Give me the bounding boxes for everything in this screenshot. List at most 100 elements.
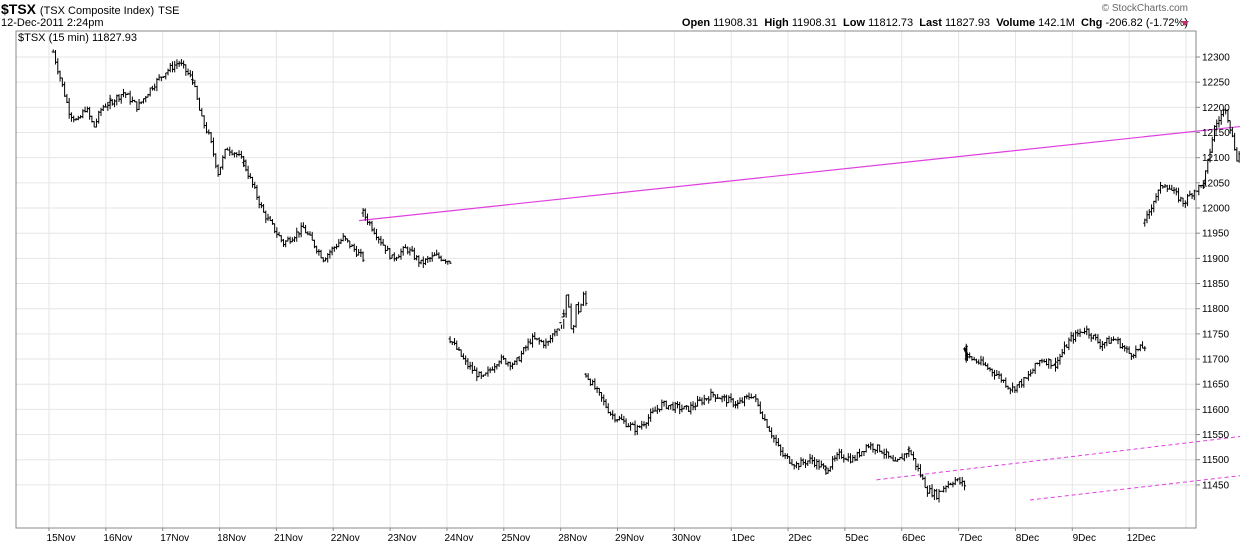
ohlc-bar	[279, 235, 283, 243]
chart-datetime: 12-Dec-2011 2:24pm	[1, 17, 104, 29]
ohlc-bar	[963, 480, 967, 491]
ohlc-bar	[1116, 336, 1120, 345]
ohlc-bar	[531, 333, 535, 348]
ohlc-bar	[702, 394, 706, 406]
ohlc-bar	[893, 456, 897, 462]
ohlc-bar	[1217, 116, 1221, 128]
ohlc-bar	[392, 252, 396, 262]
ohlc-bar	[177, 60, 181, 67]
ohlc-bar	[1159, 181, 1163, 194]
ohlc-bar	[526, 338, 530, 351]
ohlc-bar	[953, 477, 957, 485]
ohlc-bar	[1083, 327, 1087, 335]
ohlc-bar	[295, 227, 299, 242]
ohlc-bar	[1143, 346, 1147, 352]
ohlc-bar	[343, 235, 347, 241]
ohlc-bar	[1100, 340, 1104, 352]
symbol-description: (TSX Composite Index)	[39, 5, 155, 17]
ohlc-bar	[678, 401, 682, 415]
ohlc-bar	[817, 459, 821, 470]
ohlc-bar	[622, 415, 626, 424]
y-tick-label: 12200	[1202, 103, 1230, 114]
ohlc-bar	[548, 334, 552, 344]
x-tick-label: 7Dec	[959, 533, 982, 544]
ohlc-bar	[584, 290, 588, 306]
ohlc-bar	[700, 397, 704, 406]
ohlc-bar	[923, 476, 927, 489]
ohlc-bar	[426, 255, 430, 263]
x-tick-label: 12Dec	[1127, 533, 1156, 544]
last-value: 11827.93	[944, 17, 991, 29]
ohlc-bar	[727, 395, 731, 404]
ohlc-bar	[544, 338, 548, 349]
x-tick-label: 5Dec	[845, 533, 868, 544]
x-tick-label: 2Dec	[788, 533, 811, 544]
ohlc-bar	[1150, 204, 1154, 216]
ohlc-bar	[722, 394, 726, 402]
ohlc-bar	[1170, 184, 1174, 191]
ohlc-bar	[853, 454, 857, 462]
ohlc-bar	[629, 422, 633, 431]
ohlc-bar	[869, 442, 873, 450]
x-tick-label: 8Dec	[1016, 533, 1039, 544]
ohlc-bar	[866, 443, 870, 449]
ohlc-bar	[613, 413, 617, 423]
plot-frame	[15, 30, 1197, 529]
ohlc-bar	[150, 85, 154, 91]
x-tick-label: 21Nov	[274, 533, 303, 544]
ohlc-bar	[1118, 338, 1122, 349]
ohlc-bar	[281, 239, 285, 247]
chart-legend: $TSX (15 min) 11827.93	[18, 32, 137, 44]
last-label: Last	[919, 17, 942, 29]
ohlc-bar	[275, 227, 279, 238]
ohlc-bar	[179, 58, 183, 66]
x-tick-label: 6Dec	[902, 533, 925, 544]
ohlc-bar	[600, 392, 604, 402]
ohlc-bar	[293, 236, 297, 243]
y-tick-label: 12300	[1202, 53, 1230, 64]
ohlc-bar	[63, 81, 67, 97]
ohlc-bar	[1152, 200, 1156, 213]
x-tick-label: 25Nov	[501, 533, 530, 544]
ohlc-bar	[510, 362, 514, 370]
ohlc-bar	[519, 350, 523, 363]
y-tick-label: 11450	[1202, 480, 1230, 491]
ohlc-bar	[65, 93, 69, 104]
ohlc-bar	[1098, 338, 1102, 350]
ohlc-bar	[900, 453, 904, 460]
ohlc-bar	[882, 448, 886, 459]
ohlc-bar	[1165, 184, 1169, 192]
ohlc-bar	[916, 463, 920, 472]
ohlc-bar	[130, 96, 134, 103]
ohlc-bar	[430, 252, 434, 262]
ohlc-bar	[251, 176, 255, 188]
ohlc-bar	[166, 68, 170, 76]
ohlc-bar	[831, 456, 835, 470]
ohlc-bar	[646, 414, 650, 426]
ohlc-bar	[979, 355, 983, 366]
ohlc-bar	[1179, 196, 1183, 202]
x-tick-label: 15Nov	[47, 533, 76, 544]
ohlc-bar	[551, 333, 555, 343]
ohlc-bar	[470, 361, 474, 374]
ohlc-bar	[597, 387, 601, 396]
ohlc-bar	[1103, 342, 1107, 349]
quote-summary: Open 11908.31 High 11908.31 Low 11812.73…	[682, 17, 1188, 29]
ohlc-bar	[569, 303, 573, 330]
ohlc-bar	[745, 394, 749, 400]
ohlc-bar	[567, 294, 571, 308]
low-label: Low	[843, 17, 866, 29]
ohlc-bar	[1145, 210, 1149, 224]
ohlc-bar	[288, 236, 292, 244]
ohlc-bar	[553, 328, 557, 337]
ohlc-bar	[887, 451, 891, 459]
ohlc-bar	[606, 403, 610, 414]
ohlc-bar	[453, 337, 457, 346]
ohlc-bar	[1154, 193, 1158, 204]
y-tick-label: 11900	[1202, 254, 1230, 265]
ohlc-bar	[696, 395, 700, 407]
ohlc-bar	[909, 449, 913, 456]
ohlc-bar	[747, 392, 751, 400]
ohlc-bar	[765, 418, 769, 428]
symbol-text: $TSX	[1, 1, 37, 17]
